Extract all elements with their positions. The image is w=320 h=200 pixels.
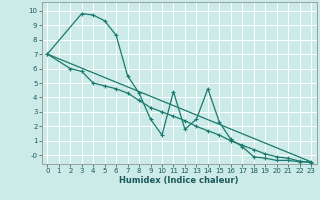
X-axis label: Humidex (Indice chaleur): Humidex (Indice chaleur) — [119, 176, 239, 185]
